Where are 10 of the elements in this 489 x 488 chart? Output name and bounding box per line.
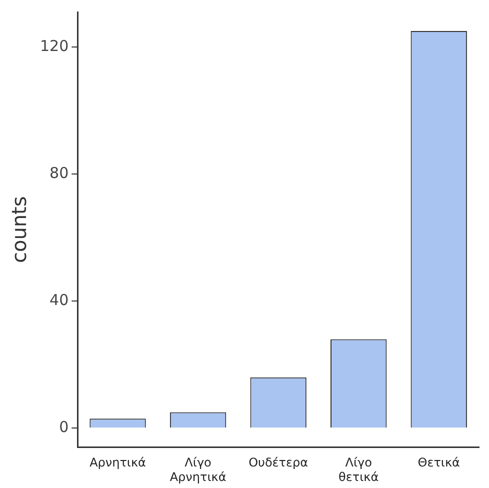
x-tick-label: Λίγο Αρνητικά xyxy=(170,456,226,484)
y-axis-title: counts xyxy=(7,196,32,264)
x-tick-label: Ουδέτερα xyxy=(248,456,308,470)
y-tick-label: 120 xyxy=(40,36,69,55)
y-tick-label: 0 xyxy=(59,418,69,436)
x-tick-label: Αρνητικά xyxy=(90,456,146,470)
y-tick-label: 40 xyxy=(50,290,69,309)
y-tick-label: 80 xyxy=(50,164,69,182)
x-tick-label: Θετικά xyxy=(418,456,460,470)
x-tick-label: Λίγο θετικά xyxy=(338,456,379,484)
